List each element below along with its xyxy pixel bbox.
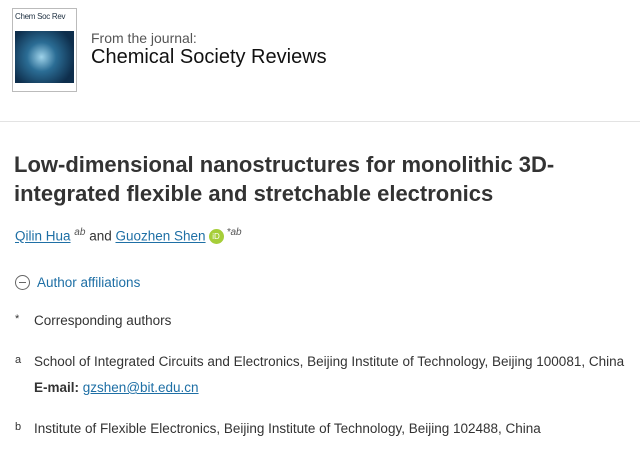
article-title: Low-dimensional nanostructures for monol… <box>14 152 555 206</box>
affiliation-text: School of Integrated Circuits and Electr… <box>34 354 625 369</box>
divider <box>0 121 640 122</box>
email-label: E-mail: <box>34 380 80 395</box>
collapse-icon <box>15 275 30 290</box>
from-journal-label: From the journal: <box>91 30 197 46</box>
orcid-icon[interactable]: iD <box>208 229 224 245</box>
author-list: Qilin Hua ab and Guozhen Shen iD *ab <box>15 227 242 245</box>
author-link[interactable]: Qilin Hua <box>15 228 71 244</box>
affiliation-item: a School of Integrated Circuits and Elect… <box>15 354 624 369</box>
journal-cover[interactable]: Chem Soc Rev <box>12 8 77 92</box>
cover-image <box>15 31 74 83</box>
toggle-label: Author affiliations <box>37 275 141 290</box>
email-row: E-mail: gzshen@bit.edu.cn <box>34 380 199 395</box>
affiliation-item: * Corresponding authors <box>15 313 171 328</box>
mark: * <box>15 313 20 325</box>
author-link[interactable]: Guozhen Shen <box>115 228 206 244</box>
author-sup: ab <box>74 227 86 238</box>
affiliation-text: Institute of Flexible Electronics, Beiji… <box>34 421 541 436</box>
mark: b <box>15 421 22 433</box>
affiliation-text: Corresponding authors <box>34 313 172 328</box>
mark: a <box>15 354 22 366</box>
author-sup: *ab <box>226 227 242 238</box>
journal-name[interactable]: Chemical Society Reviews <box>91 46 327 68</box>
email-link[interactable]: gzshen@bit.edu.cn <box>82 380 199 395</box>
cover-title: Chem Soc Rev <box>15 12 66 21</box>
and-text: and <box>89 228 112 244</box>
author-affiliations-toggle[interactable]: Author affiliations <box>15 275 140 290</box>
affiliation-item: b Institute of Flexible Electronics, Beij… <box>15 421 541 436</box>
